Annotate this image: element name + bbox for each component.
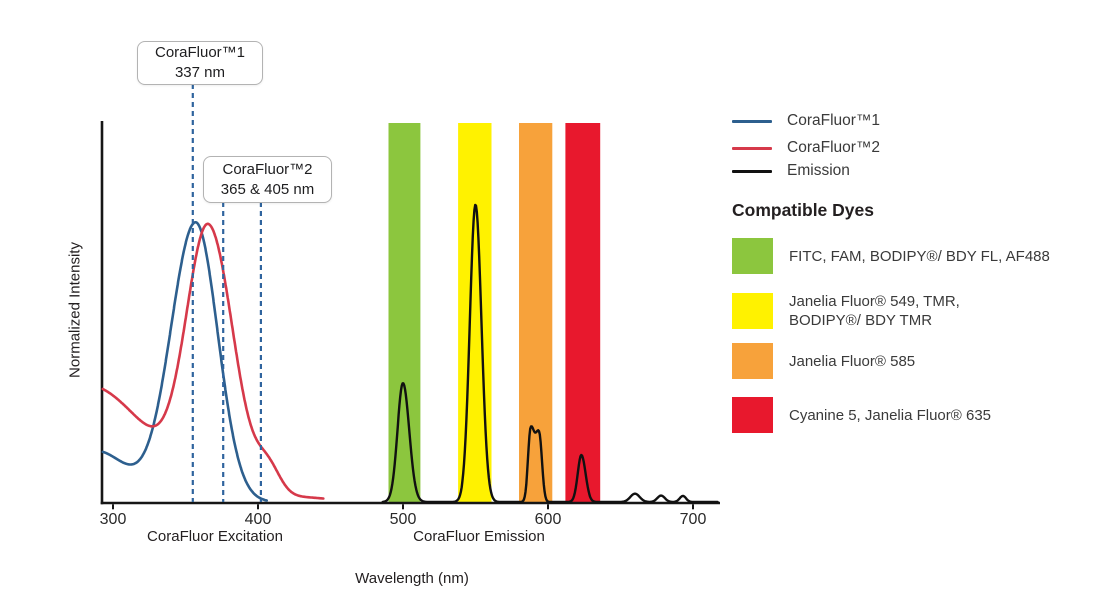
filter-band [565,123,601,502]
annotation-corafluor1: CoraFluor™1 337 nm [137,41,263,85]
annotation-corafluor1-name: CoraFluor™1 [154,44,246,61]
curve-emission [381,203,719,504]
filter-bands-layer [388,123,601,502]
compatible-dyes-heading: Compatible Dyes [732,200,874,220]
dye-row-red: Cyanine 5, Janelia Fluor® 635 [732,397,991,433]
dye-row-orange: Janelia Fluor® 585 [732,343,915,379]
x-tick-label: 600 [535,511,562,528]
legend-label: CoraFluor™1 [787,112,881,129]
x-axis-label: Wavelength (nm) [355,570,469,587]
dye-swatch-yellow [732,293,773,329]
dye-row-yellow: Janelia Fluor® 549, TMR, BODIPY®/ BDY TM… [732,292,960,330]
dye-swatch-red [732,397,773,433]
legend-line-swatch-black [732,169,772,173]
dye-row-green: FITC, FAM, BODIPY®/ BDY FL, AF488 [732,238,1050,274]
legend-item-corafluor2: CoraFluor™2 [732,139,880,157]
dye-label: Janelia Fluor® 549, TMR, BODIPY®/ BDY TM… [789,293,960,329]
dye-label: Cyanine 5, Janelia Fluor® 635 [789,406,992,424]
x-tick-label: 400 [245,511,272,528]
filter-band [519,123,553,502]
axis-layer: 300 400 500 600 700 [100,121,720,528]
annotation-corafluor2-wavelength: 365 & 405 nm [220,180,315,198]
dye-label: Janelia Fluor® 585 [789,352,916,370]
curve-corafluor-1 [101,221,268,502]
annotation-corafluor2-name: CoraFluor™2 [222,160,313,178]
annotation-corafluor2: CoraFluor™2 365 & 405 nm [203,156,332,203]
dye-swatch-green [732,238,773,274]
x-tick-label: 700 [680,511,707,528]
x-tick-label: 500 [390,511,417,528]
legend-line-swatch-red [732,146,772,150]
x-section-label-excitation: CoraFluor Excitation [147,528,283,545]
filter-band [388,123,421,502]
x-tick-label: 300 [100,511,127,528]
y-axis-label: Normalized Intensity [66,242,84,378]
legend-line-swatch-blue [732,119,772,123]
legend-label: CoraFluor™2 [787,139,881,156]
dye-label: FITC, FAM, BODIPY®/ BDY FL, AF488 [789,247,1050,265]
spectra-curves-layer [101,203,719,504]
legend-label: Emission [787,162,850,179]
dye-swatch-orange [732,343,773,379]
wavelength-guides-layer [191,84,262,502]
x-section-label-emission: CoraFluor Emission [413,528,545,545]
annotation-corafluor1-wavelength: 337 nm [174,64,226,81]
legend-item-corafluor1: CoraFluor™1 [732,112,880,130]
curve-corafluor-2 [101,222,325,500]
legend-item-emission: Emission [732,162,850,180]
spectra-plot: 300 400 500 600 700 [100,84,720,528]
